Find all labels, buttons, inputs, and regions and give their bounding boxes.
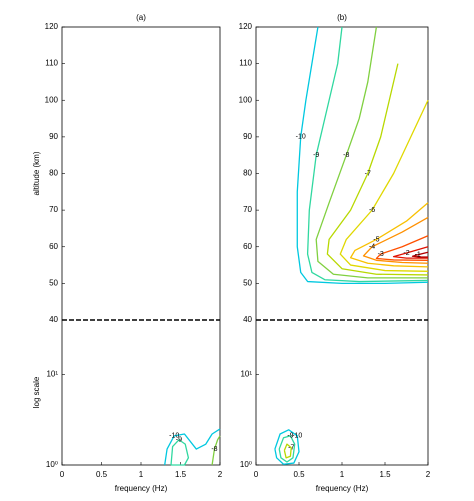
- y-tick-label: 40: [49, 315, 58, 324]
- y-tick-label: 40: [243, 315, 252, 324]
- y-tick-label: 70: [243, 205, 252, 214]
- contour-label: -9: [313, 152, 319, 159]
- contour-line: [375, 235, 429, 261]
- y-axis-label: altitude (km): [32, 151, 41, 195]
- y-tick-label: 10⁰: [240, 460, 252, 469]
- contour-line: [362, 216, 429, 264]
- y-tick-label: 80: [49, 169, 58, 178]
- contour-line: [306, 26, 429, 283]
- contour-label: -7: [365, 170, 371, 177]
- x-tick-label: 1.5: [175, 470, 187, 479]
- x-axis-label: frequency (Hz): [115, 484, 168, 493]
- contour-label: -10: [296, 134, 306, 141]
- contour-line: [349, 202, 429, 268]
- y-tick-label: 50: [49, 278, 58, 287]
- y-tick-label: 120: [239, 22, 253, 31]
- y-tick-label: 50: [243, 278, 252, 287]
- y-tick-label: 80: [243, 169, 252, 178]
- contour-line: [315, 26, 428, 279]
- contour-label: -2: [403, 250, 409, 257]
- contour-line: [296, 26, 429, 285]
- panel-title: (b): [337, 13, 347, 22]
- x-tick-label: 2: [218, 470, 223, 479]
- y-tick-label: 10⁰: [46, 460, 58, 469]
- contour-line: [164, 428, 221, 466]
- y-axis-label: log scale: [32, 376, 41, 408]
- contour-label: -10: [169, 433, 179, 440]
- x-tick-label: 2: [426, 470, 431, 479]
- x-tick-label: 0: [60, 470, 65, 479]
- contour-label: -1: [415, 252, 421, 259]
- x-tick-label: 0.5: [96, 470, 108, 479]
- contour-line: [211, 435, 221, 466]
- contour-line: [274, 429, 300, 465]
- contour-label: -6: [369, 207, 375, 214]
- x-axis-label: frequency (Hz): [316, 484, 369, 493]
- contour-label: -9: [176, 437, 182, 444]
- contour-label: -5: [373, 236, 379, 243]
- contour-label: -3: [378, 251, 384, 258]
- contour-label: -8: [343, 152, 349, 159]
- contour-label: -4: [369, 244, 375, 251]
- contour-line: [339, 99, 429, 272]
- x-tick-label: 1: [340, 470, 345, 479]
- y-tick-label: 10¹: [240, 370, 252, 379]
- x-tick-label: 1.5: [379, 470, 391, 479]
- contour-line: [411, 251, 429, 258]
- plot-frame: [61, 26, 221, 466]
- y-tick-label: 120: [45, 22, 59, 31]
- y-tick-label: 90: [243, 132, 252, 141]
- y-tick-label: 10¹: [46, 370, 58, 379]
- contour-label: -9: [287, 433, 293, 440]
- contour-label: -10: [292, 433, 302, 440]
- contour-line: [170, 439, 190, 466]
- contour-line: [278, 435, 296, 463]
- y-tick-label: 110: [45, 59, 58, 68]
- plot-frame: [255, 26, 429, 466]
- panel-title: (a): [136, 13, 146, 22]
- y-tick-label: 60: [49, 242, 58, 251]
- y-tick-label: 100: [239, 95, 253, 104]
- x-tick-label: 0: [254, 470, 259, 479]
- contour-label: -7: [288, 445, 294, 452]
- y-tick-label: 100: [45, 95, 59, 104]
- y-tick-label: 90: [49, 132, 58, 141]
- contour-line: [283, 443, 292, 459]
- contour-label: -8: [211, 446, 217, 453]
- contour-line: [392, 246, 429, 259]
- x-tick-label: 0.5: [293, 470, 305, 479]
- y-tick-label: 110: [239, 59, 252, 68]
- contour-line: [326, 63, 429, 276]
- y-tick-label: 70: [49, 205, 58, 214]
- x-tick-label: 1: [139, 470, 144, 479]
- y-tick-label: 60: [243, 242, 252, 251]
